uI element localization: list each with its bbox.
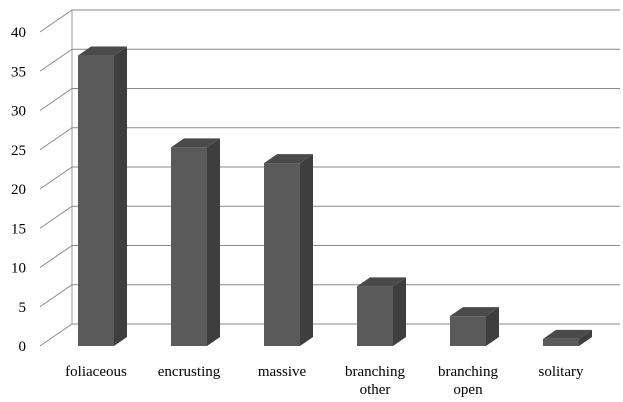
y-tick-label: 35 — [11, 64, 26, 80]
bar-front — [450, 316, 486, 346]
bar-side — [207, 138, 220, 346]
bar-front — [543, 338, 579, 346]
bar — [357, 277, 406, 346]
y-tick-label: 0 — [19, 339, 27, 355]
gridline — [39, 323, 620, 347]
y-tick-label: 40 — [11, 25, 26, 41]
y-axis-ticks: 0 5 10 15 20 25 30 35 40 — [11, 25, 26, 355]
bar — [171, 138, 220, 346]
bar — [543, 329, 592, 346]
x-axis-labels: foliaceous encrusting massive branching othe… — [65, 364, 584, 398]
y-tick-label: 20 — [11, 182, 26, 198]
y-tick-label: 30 — [11, 104, 26, 120]
bar — [264, 154, 313, 346]
y-tick-label: 15 — [11, 221, 26, 237]
bar-front — [264, 163, 300, 346]
bar-side — [114, 46, 127, 347]
bar-top — [450, 307, 499, 317]
bar — [450, 307, 499, 346]
bar-side — [486, 307, 499, 346]
y-tick-label: 25 — [11, 143, 26, 159]
bar-front — [78, 55, 114, 347]
bar-side — [393, 277, 406, 346]
bar-front — [357, 286, 393, 346]
bar-top — [543, 329, 592, 339]
x-tick-label: solitary — [539, 364, 584, 380]
gridline — [39, 88, 620, 111]
bar — [78, 46, 127, 347]
x-tick-label: branching open — [438, 364, 498, 398]
bar-top — [78, 46, 127, 56]
gridline — [39, 245, 620, 268]
x-tick-label: foliaceous — [65, 364, 127, 380]
gridline — [39, 166, 620, 190]
gridline — [39, 205, 620, 229]
gridline — [39, 9, 620, 33]
y-tick-label: 10 — [11, 261, 26, 277]
x-tick-label: branching other — [345, 364, 405, 398]
gridlines — [39, 9, 620, 347]
x-tick-label: massive — [258, 364, 307, 380]
bar-top — [264, 154, 313, 164]
gridline — [39, 48, 620, 72]
bar-side — [579, 329, 592, 346]
bar-front — [171, 147, 207, 346]
bar-top — [357, 277, 406, 287]
x-tick-label: encrusting — [158, 364, 221, 380]
bar-side — [300, 154, 313, 346]
bars — [78, 46, 592, 347]
gridline — [39, 127, 620, 151]
bar-top — [171, 138, 220, 148]
y-tick-label: 5 — [19, 300, 27, 316]
gridline — [39, 284, 620, 308]
